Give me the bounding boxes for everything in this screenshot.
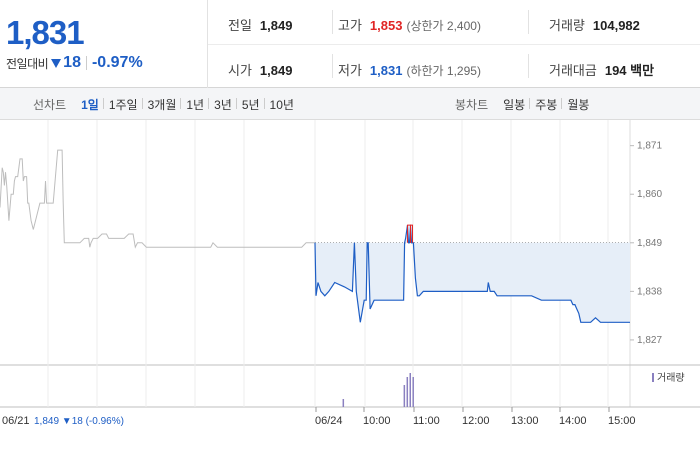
y-tick-label: 1,849: [637, 238, 662, 249]
lower-limit: (하한가 1,295): [406, 64, 481, 78]
period-3y[interactable]: 3년: [208, 96, 237, 113]
down-triangle-icon: [51, 58, 62, 68]
prev-day-summary: 1,849 ▼18 (-0.96%): [34, 416, 124, 427]
divider: [208, 44, 700, 45]
y-tick-label: 1,860: [637, 189, 662, 200]
candle-daily[interactable]: 일봉: [503, 97, 526, 112]
x-tick-label: 13:00: [511, 415, 539, 427]
change-amount: 18: [63, 54, 81, 71]
stat-trade-value: 거래대금 194 백만: [549, 60, 654, 79]
high-marker: [407, 224, 413, 243]
x-tick-label: 12:00: [462, 415, 490, 427]
x-tick-label: 10:00: [363, 415, 391, 427]
stat-label: 고가: [338, 18, 362, 33]
stat-label: 저가: [338, 63, 362, 78]
period-1y[interactable]: 1년: [180, 96, 209, 113]
stat-value: 1,849: [259, 18, 293, 33]
period-10y[interactable]: 10년: [263, 96, 299, 113]
divider: [332, 10, 333, 34]
change-label: 전일대비: [6, 56, 49, 71]
y-tick-label: 1,827: [637, 335, 662, 346]
stat-low: 저가 1,831 (하한가 1,295): [338, 60, 481, 79]
price-chart[interactable]: 1,871 1,860 1,849 1,838 1,827 06/24 10:00 11:0…: [0, 120, 700, 450]
change-percent: -0.97%: [91, 54, 143, 71]
period-1d[interactable]: 1일: [81, 97, 99, 112]
stat-label: 거래량: [549, 18, 585, 33]
line-chart-periods: 선차트 1일 1주일 3개월 1년 3년 5년 10년: [33, 88, 299, 120]
stat-label: 시가: [228, 63, 252, 78]
stat-label: 전일: [228, 18, 252, 33]
divider: [332, 54, 333, 78]
volume-bar: [342, 399, 345, 407]
volume-bars: [342, 373, 414, 407]
volume-bar: [406, 377, 409, 407]
x-tick-label: 11:00: [413, 415, 440, 427]
prev-day-date: 06/21: [2, 415, 30, 427]
volume-legend-label: 거래량: [657, 372, 685, 384]
stat-prev-close: 전일 1,849: [228, 15, 292, 34]
divider: [528, 10, 529, 34]
line-chart-title: 선차트: [33, 97, 67, 112]
price-summary: 1,831 전일대비 18 -0.97%: [0, 0, 208, 88]
period-1w[interactable]: 1주일: [102, 96, 143, 113]
stat-value: 194 백만: [604, 63, 655, 78]
candle-weekly[interactable]: 주봉: [529, 96, 562, 113]
divider: [528, 54, 529, 78]
today-line: [314, 225, 630, 323]
x-tick-label: 15:00: [608, 415, 636, 427]
period-3m[interactable]: 3개월: [141, 96, 182, 113]
prev-day-line: [0, 149, 315, 249]
x-tick-label: 06/24: [315, 415, 343, 427]
high-marker-right: [409, 224, 413, 243]
divider: [85, 56, 87, 70]
candle-monthly[interactable]: 월봉: [561, 96, 594, 113]
x-tick-labels: 06/24 10:00 11:00 12:00 13:00 14:00 15:00: [315, 407, 636, 427]
y-tick-label: 1,871: [637, 141, 662, 152]
today-area: [315, 225, 630, 323]
stat-value: 1,831: [369, 63, 403, 78]
stat-high: 고가 1,853 (상한가 2,400): [338, 15, 481, 34]
candle-chart-title: 봉차트: [455, 97, 489, 112]
stat-open: 시가 1,849: [228, 60, 292, 79]
quote-panel: 1,831 전일대비 18 -0.97% 전일 1,849 고가 1,853 (…: [0, 0, 700, 88]
volume-legend-swatch: [652, 373, 654, 382]
upper-limit: (상한가 2,400): [406, 19, 481, 33]
volume-bar: [412, 377, 414, 407]
today-fill-area: [315, 225, 630, 323]
period-5y[interactable]: 5년: [235, 96, 265, 113]
change-row: 전일대비 18 -0.97%: [6, 54, 143, 72]
y-tick-label: 1,838: [637, 286, 662, 297]
chart-period-toolbar: 선차트 1일 1주일 3개월 1년 3년 5년 10년 봉차트 일봉 주봉 월봉: [0, 88, 700, 120]
volume-legend: 거래량: [652, 372, 685, 384]
stat-value: 104,982: [592, 18, 640, 33]
stat-value: 1,853: [369, 18, 403, 33]
candle-chart-periods: 봉차트 일봉 주봉 월봉: [455, 88, 594, 120]
x-tick-label: 14:00: [559, 415, 587, 427]
volume-bar: [403, 385, 406, 407]
stat-label: 거래대금: [549, 63, 597, 78]
current-price: 1,831: [6, 14, 85, 51]
stat-value: 1,849: [259, 63, 293, 78]
volume-bar: [409, 373, 411, 407]
y-tick-labels: 1,871 1,860 1,849 1,838 1,827: [637, 141, 662, 346]
series-layer: [0, 149, 630, 323]
stat-volume: 거래량 104,982: [549, 15, 640, 34]
